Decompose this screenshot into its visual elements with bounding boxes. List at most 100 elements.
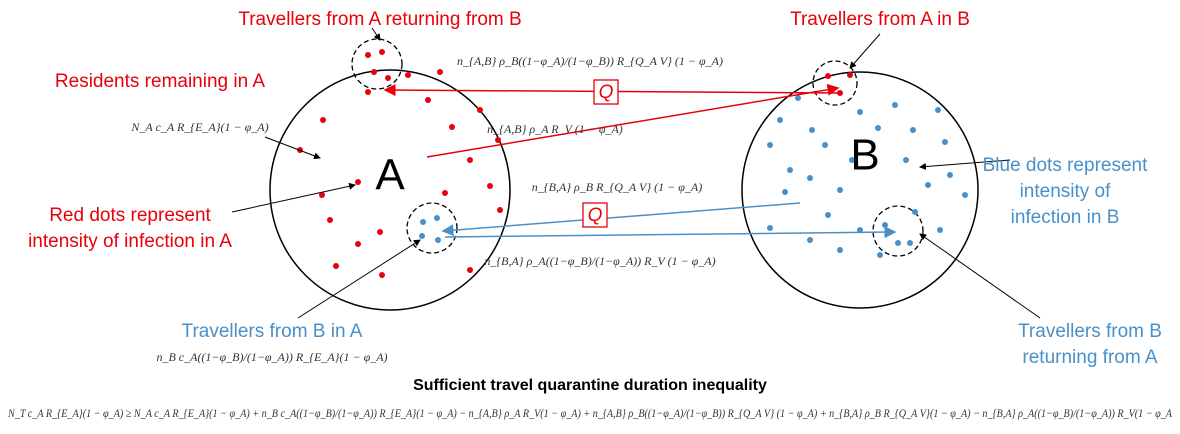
dot bbox=[822, 142, 828, 148]
circle-b bbox=[741, 71, 979, 309]
inequality-title: Sufficient travel quarantine duration in… bbox=[413, 377, 767, 394]
q-box bbox=[582, 202, 608, 228]
circle-label: A bbox=[375, 151, 405, 200]
label: Red dots represent bbox=[49, 205, 211, 226]
dot bbox=[419, 233, 425, 239]
dot bbox=[809, 127, 815, 133]
q-box bbox=[593, 79, 619, 105]
label: Travellers from A returning from B bbox=[238, 9, 521, 30]
label: Residents remaining in A bbox=[55, 71, 265, 92]
dot bbox=[371, 69, 377, 75]
inequality: N_T c_A R_{E_A}(1 − φ_A) ≥ N_A c_A R_{E_… bbox=[7, 406, 1172, 420]
dot bbox=[935, 107, 941, 113]
dot bbox=[795, 95, 801, 101]
dot bbox=[782, 189, 788, 195]
dot bbox=[837, 247, 843, 253]
dot bbox=[420, 219, 426, 225]
arrow bbox=[444, 226, 897, 239]
dot bbox=[425, 97, 431, 103]
dot bbox=[907, 240, 913, 246]
dot bbox=[903, 157, 909, 163]
dot bbox=[365, 52, 371, 58]
dot bbox=[849, 157, 855, 163]
dot bbox=[937, 227, 943, 233]
dot bbox=[767, 225, 773, 231]
label: infection in B bbox=[1011, 207, 1120, 228]
dashed-groups bbox=[351, 38, 924, 257]
dot bbox=[825, 73, 831, 79]
pointer bbox=[919, 233, 1041, 319]
formula: N_A c_A R_{E_A}(1 − φ_A) bbox=[130, 120, 268, 134]
circles bbox=[269, 69, 979, 311]
group bbox=[406, 202, 458, 254]
dot bbox=[319, 192, 325, 198]
dot bbox=[467, 267, 473, 273]
dot bbox=[355, 179, 361, 185]
q-boxes bbox=[582, 79, 619, 228]
dot bbox=[947, 172, 953, 178]
formula: n_{B,A} ρ_B R_{Q_A V} (1 − φ_A) bbox=[532, 180, 702, 194]
dot bbox=[895, 240, 901, 246]
dot bbox=[365, 89, 371, 95]
formula: n_{B,A} ρ_A((1−φ_B)/(1−φ_A)) R_V (1 − φ_… bbox=[484, 254, 715, 268]
formula: n_{A,B} ρ_A R_V (1 − φ_A) bbox=[487, 122, 623, 136]
dot bbox=[437, 69, 443, 75]
dot bbox=[875, 125, 881, 131]
dots bbox=[297, 49, 968, 278]
arrows bbox=[231, 27, 1041, 319]
pointer bbox=[849, 33, 881, 69]
label: intensity of bbox=[1020, 181, 1112, 202]
dot bbox=[910, 127, 916, 133]
dot bbox=[857, 109, 863, 115]
dot bbox=[320, 117, 326, 123]
formula: n_{A,B} ρ_B((1−φ_A)/(1−φ_B)) R_{Q_A V} (… bbox=[457, 54, 723, 68]
group bbox=[812, 60, 858, 106]
dot bbox=[377, 229, 383, 235]
label: Blue dots represent bbox=[983, 155, 1148, 176]
dot bbox=[487, 183, 493, 189]
pointer bbox=[297, 239, 421, 319]
label: Travellers from B in A bbox=[182, 321, 363, 342]
dot bbox=[435, 237, 441, 243]
dot bbox=[495, 137, 501, 143]
pointer bbox=[231, 182, 356, 213]
dot bbox=[333, 263, 339, 269]
dot bbox=[327, 217, 333, 223]
group bbox=[872, 205, 924, 257]
dot bbox=[449, 124, 455, 130]
circle-label: B bbox=[850, 131, 879, 180]
dot bbox=[777, 117, 783, 123]
arrow bbox=[426, 83, 840, 158]
label: Travellers from B bbox=[1018, 321, 1162, 342]
dot bbox=[405, 72, 411, 78]
arrow bbox=[441, 202, 801, 237]
dot bbox=[882, 222, 888, 228]
dot bbox=[892, 102, 898, 108]
dot bbox=[434, 215, 440, 221]
dot bbox=[962, 192, 968, 198]
q: Q bbox=[599, 82, 614, 103]
label: intensity of infection in A bbox=[28, 231, 232, 252]
dot bbox=[379, 49, 385, 55]
dot bbox=[442, 190, 448, 196]
q: Q bbox=[588, 205, 603, 226]
dot bbox=[767, 142, 773, 148]
pointer bbox=[919, 159, 1011, 171]
dot bbox=[857, 227, 863, 233]
pointer bbox=[371, 27, 381, 41]
dot bbox=[925, 182, 931, 188]
dot bbox=[912, 209, 918, 215]
dot bbox=[877, 252, 883, 258]
dot bbox=[837, 187, 843, 193]
formula: n_B c_A((1−φ_B)/(1−φ_A)) R_{E_A}(1 − φ_A… bbox=[156, 350, 387, 364]
label: Travellers from A in B bbox=[790, 9, 970, 30]
group bbox=[351, 38, 403, 90]
circle-a bbox=[269, 69, 511, 311]
dot bbox=[847, 72, 853, 78]
dot bbox=[807, 237, 813, 243]
dot bbox=[787, 167, 793, 173]
dot bbox=[467, 157, 473, 163]
dot bbox=[385, 75, 391, 81]
dot bbox=[477, 107, 483, 113]
